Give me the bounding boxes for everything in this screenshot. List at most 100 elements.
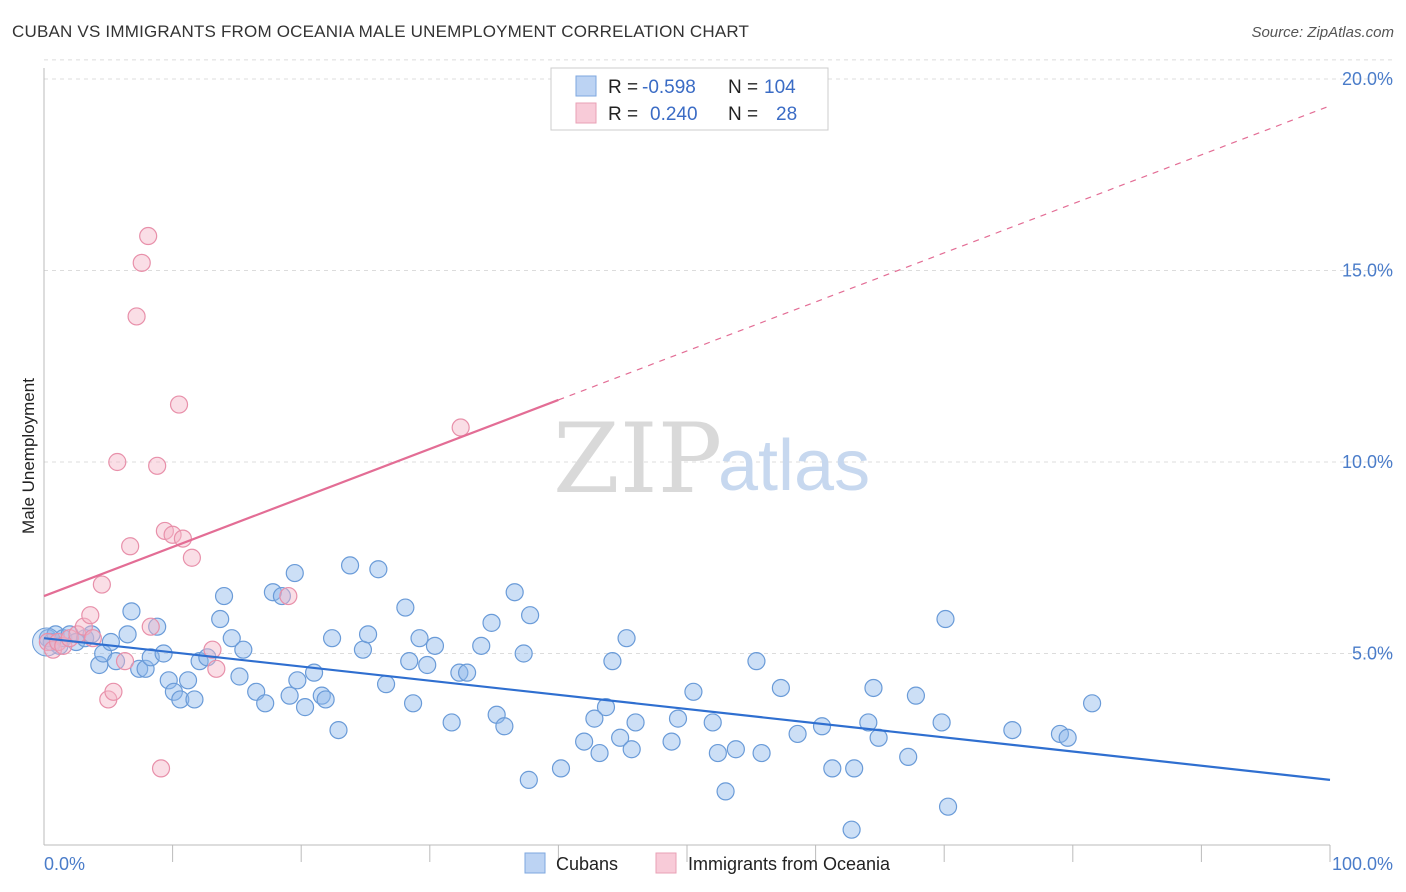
point-cubans xyxy=(418,655,437,675)
point-cubans xyxy=(178,671,198,690)
legend-r-label-1: R = xyxy=(608,77,638,98)
point-cubans xyxy=(752,743,771,763)
point-cubans xyxy=(288,671,307,690)
point-oceania xyxy=(173,529,192,548)
point-cubans xyxy=(171,690,190,709)
chart-title: CUBAN VS IMMIGRANTS FROM OCEANIA MALE UN… xyxy=(12,22,750,41)
legend-n-value-2: 28 xyxy=(776,104,797,125)
bottom-legend: Cubans Immigrants from Oceania xyxy=(524,852,891,874)
bottom-legend-oceania: Immigrants from Oceania xyxy=(688,854,891,874)
point-cubans xyxy=(234,640,253,659)
point-cubans xyxy=(771,678,790,698)
point-cubans xyxy=(122,602,141,621)
point-oceania xyxy=(148,456,167,475)
point-cubans xyxy=(906,686,926,705)
y-tick-label: 5.0% xyxy=(1352,644,1393,664)
series-oceania xyxy=(38,226,470,778)
point-cubans xyxy=(1058,728,1077,747)
point-cubans xyxy=(622,740,641,759)
watermark-zip: ZIP xyxy=(553,403,722,515)
point-cubans xyxy=(340,556,360,575)
point-cubans xyxy=(482,613,501,632)
point-oceania xyxy=(182,548,201,567)
trendline-oceania-dashed xyxy=(558,105,1331,401)
point-cubans xyxy=(450,663,469,682)
point-oceania xyxy=(139,226,158,246)
point-oceania xyxy=(141,617,160,636)
point-cubans xyxy=(708,743,727,763)
point-oceania xyxy=(108,452,127,472)
gridlines xyxy=(44,59,1393,654)
point-cubans xyxy=(1003,720,1022,740)
point-cubans xyxy=(842,820,861,839)
y-tick-label: 10.0% xyxy=(1342,452,1393,472)
point-cubans xyxy=(603,652,622,671)
point-cubans xyxy=(823,759,842,778)
point-cubans xyxy=(256,694,275,713)
point-cubans xyxy=(716,782,735,801)
point-cubans xyxy=(358,625,378,644)
trendline-cubans xyxy=(43,637,1331,781)
point-oceania xyxy=(207,659,226,678)
point-oceania xyxy=(115,652,135,671)
point-oceania xyxy=(169,395,189,414)
point-cubans xyxy=(859,713,878,732)
point-cubans xyxy=(376,675,396,694)
bottom-legend-cubans: Cubans xyxy=(556,854,618,874)
legend-swatch-oceania xyxy=(575,102,597,124)
trendline-oceania-solid xyxy=(43,398,559,598)
point-oceania xyxy=(104,682,123,701)
point-oceania xyxy=(279,586,298,606)
point-oceania xyxy=(151,759,171,778)
point-cubans xyxy=(668,709,688,728)
point-cubans xyxy=(369,560,388,579)
point-oceania xyxy=(163,525,182,544)
point-cubans xyxy=(316,690,335,709)
point-cubans xyxy=(662,732,681,751)
point-cubans xyxy=(211,609,230,629)
point-cubans xyxy=(118,625,137,644)
point-cubans xyxy=(130,659,149,678)
point-cubans xyxy=(329,720,348,740)
point-oceania xyxy=(81,606,100,625)
point-cubans xyxy=(590,743,609,763)
point-oceania xyxy=(203,640,222,659)
point-cubans xyxy=(400,652,419,671)
point-cubans xyxy=(154,644,173,663)
point-cubans xyxy=(521,606,540,625)
point-cubans xyxy=(845,759,864,778)
point-cubans xyxy=(280,686,299,705)
series-cubans xyxy=(32,556,1102,839)
y-tick-labels: 5.0% 10.0% 15.0% 20.0% xyxy=(1342,69,1393,664)
point-cubans xyxy=(295,698,315,717)
point-cubans xyxy=(272,586,292,606)
point-cubans xyxy=(495,717,514,736)
point-cubans xyxy=(353,640,373,659)
point-cubans xyxy=(596,698,616,717)
point-cubans xyxy=(285,563,304,583)
point-cubans xyxy=(442,713,461,732)
legend-n-value-1: 104 xyxy=(764,77,796,98)
point-cubans xyxy=(410,629,429,648)
point-cubans xyxy=(938,797,958,816)
point-cubans xyxy=(747,652,766,671)
point-cubans xyxy=(457,663,477,682)
point-cubans xyxy=(864,678,883,698)
source-label: Source: ZipAtlas.com xyxy=(1251,24,1394,41)
point-cubans xyxy=(136,659,155,678)
point-cubans xyxy=(812,717,832,736)
bottom-legend-swatch-cubans xyxy=(524,852,546,874)
point-oceania xyxy=(132,253,151,272)
point-cubans xyxy=(936,609,955,629)
point-cubans xyxy=(932,713,951,732)
point-cubans xyxy=(185,690,204,709)
legend-n-label-1: N = xyxy=(728,77,758,98)
point-cubans xyxy=(788,724,807,744)
point-cubans xyxy=(230,667,249,686)
point-cubans xyxy=(396,598,415,617)
point-cubans xyxy=(425,636,445,655)
trendlines xyxy=(43,105,1331,781)
x-tick-label-max: 100.0% xyxy=(1332,854,1393,874)
point-oceania xyxy=(451,418,470,437)
